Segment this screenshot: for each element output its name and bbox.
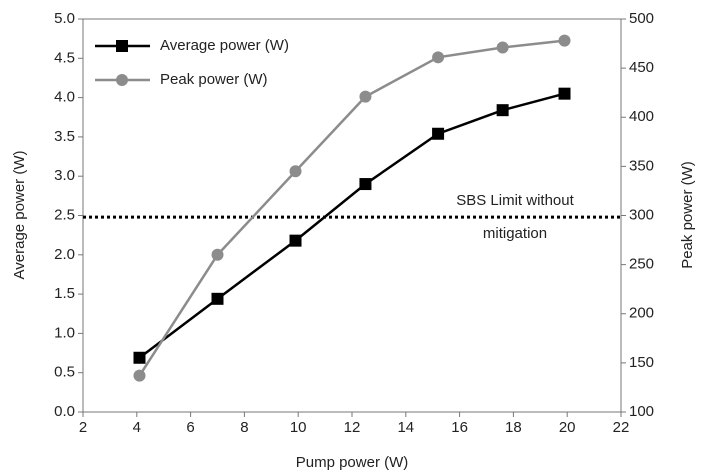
y2-tick-label: 500 xyxy=(629,10,654,27)
y2-tick-label: 250 xyxy=(629,256,654,273)
marker xyxy=(432,127,445,140)
y-tick-label: 4.5 xyxy=(54,49,75,66)
y-tick-label: 3.0 xyxy=(54,167,75,184)
x-tick-label: 16 xyxy=(451,419,468,436)
x-tick-label: 10 xyxy=(290,419,307,436)
y-tick-label: 4.0 xyxy=(54,89,75,106)
x-tick-label: 18 xyxy=(505,419,522,436)
reference-label: mitigation xyxy=(483,225,547,242)
y2-tick-label: 450 xyxy=(629,59,654,76)
legend-label: Peak power (W) xyxy=(160,71,268,88)
reference-label: SBS Limit without xyxy=(456,192,574,209)
y2-tick-label: 400 xyxy=(629,108,654,125)
marker xyxy=(289,234,302,247)
marker xyxy=(211,248,224,261)
x-tick-label: 22 xyxy=(613,419,630,436)
x-tick-label: 6 xyxy=(186,419,194,436)
y2-tick-label: 150 xyxy=(629,354,654,371)
marker xyxy=(496,41,509,54)
legend-marker xyxy=(116,74,128,86)
x-axis-label: Pump power (W) xyxy=(296,454,409,471)
y-tick-label: 3.5 xyxy=(54,128,75,145)
y2-tick-label: 200 xyxy=(629,305,654,322)
marker xyxy=(558,34,571,47)
x-tick-label: 14 xyxy=(397,419,414,436)
y-tick-label: 5.0 xyxy=(54,10,75,27)
y-tick-label: 1.0 xyxy=(54,324,75,341)
y2-tick-label: 100 xyxy=(629,403,654,420)
x-tick-label: 12 xyxy=(344,419,361,436)
legend-marker xyxy=(116,40,128,52)
marker xyxy=(211,292,224,305)
marker xyxy=(133,351,146,364)
marker xyxy=(558,87,571,100)
y2-tick-label: 300 xyxy=(629,206,654,223)
marker xyxy=(289,165,302,178)
y-tick-label: 2.5 xyxy=(54,206,75,223)
y2-axis-label: Peak power (W) xyxy=(679,161,696,269)
y2-tick-label: 350 xyxy=(629,157,654,174)
y-axis-label: Average power (W) xyxy=(11,151,28,280)
x-tick-label: 20 xyxy=(559,419,576,436)
y-tick-label: 2.0 xyxy=(54,246,75,263)
y-tick-label: 0.0 xyxy=(54,403,75,420)
x-tick-label: 8 xyxy=(240,419,248,436)
marker xyxy=(359,178,372,191)
x-tick-label: 4 xyxy=(133,419,141,436)
y-tick-label: 0.5 xyxy=(54,364,75,381)
marker xyxy=(133,369,146,382)
marker xyxy=(432,51,445,64)
marker xyxy=(496,104,509,117)
x-tick-label: 2 xyxy=(79,419,87,436)
legend-label: Average power (W) xyxy=(160,37,289,54)
marker xyxy=(359,90,372,103)
y-tick-label: 1.5 xyxy=(54,285,75,302)
